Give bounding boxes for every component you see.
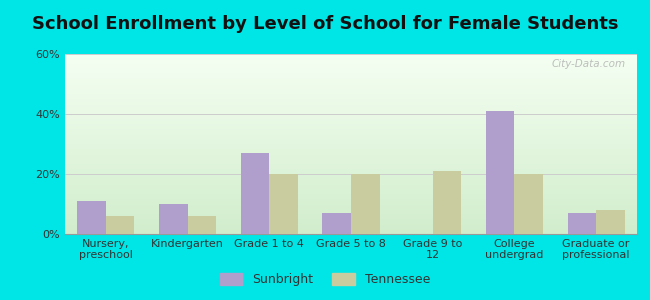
- Bar: [106, 216, 135, 234]
- Bar: [567, 213, 596, 234]
- Bar: [514, 174, 543, 234]
- Bar: [269, 174, 298, 234]
- Bar: [351, 174, 380, 234]
- Text: City-Data.com: City-Data.com: [551, 59, 625, 69]
- Text: School Enrollment by Level of School for Female Students: School Enrollment by Level of School for…: [32, 15, 618, 33]
- Legend: Sunbright, Tennessee: Sunbright, Tennessee: [215, 268, 435, 291]
- Bar: [596, 210, 625, 234]
- Bar: [322, 213, 351, 234]
- Bar: [486, 111, 514, 234]
- Bar: [159, 204, 188, 234]
- Bar: [433, 171, 462, 234]
- Bar: [240, 153, 269, 234]
- Bar: [77, 201, 106, 234]
- Bar: [188, 216, 216, 234]
